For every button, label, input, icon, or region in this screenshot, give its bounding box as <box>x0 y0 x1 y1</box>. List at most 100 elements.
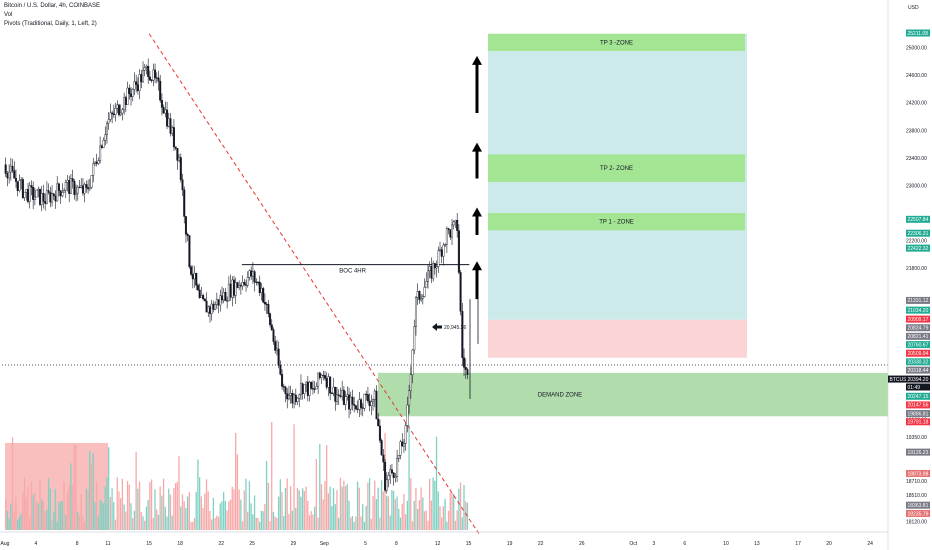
volume-bar <box>289 486 292 530</box>
volume-bar <box>267 482 269 530</box>
volume-bar <box>61 500 63 530</box>
up-arrow-head-icon <box>472 207 482 217</box>
volume-bar <box>137 488 139 530</box>
volume-bar <box>382 491 384 530</box>
price-label-box <box>906 366 930 374</box>
volume-bar <box>466 502 469 530</box>
candle-body <box>440 249 443 257</box>
price-label-box <box>906 306 930 314</box>
volume-bar <box>161 495 163 530</box>
volume-bar <box>85 488 87 530</box>
volume-bar <box>138 481 141 530</box>
volume-bar <box>386 495 388 530</box>
candle-body <box>289 393 292 396</box>
volume-bar <box>272 511 275 530</box>
candle-body <box>270 324 273 330</box>
volume-bar <box>192 521 194 530</box>
volume-bar <box>262 511 264 530</box>
candle-body <box>344 396 347 405</box>
candle-body <box>6 173 9 179</box>
candle-body <box>322 374 325 377</box>
volume-bar <box>209 510 211 530</box>
candle-body <box>121 109 124 114</box>
volume-bar <box>429 478 431 530</box>
time-tick-label: 25 <box>249 541 255 547</box>
volume-bar <box>307 500 309 530</box>
volume-bar <box>188 492 190 530</box>
pivots-indicator-label[interactable]: Pivots (Traditional, Daily, 1, Left, 2) <box>4 21 97 27</box>
volume-indicator-label[interactable]: Vol <box>4 12 13 18</box>
candle-body <box>311 388 314 390</box>
candle-body <box>224 291 227 302</box>
candle-body <box>363 393 366 409</box>
price-tick-label: 23400.00 <box>906 156 927 162</box>
candle-body <box>37 188 40 191</box>
candle-body <box>167 118 170 127</box>
volume-bar <box>90 463 93 530</box>
volume-bar <box>320 484 323 530</box>
candle-body <box>190 266 193 275</box>
volume-bar <box>135 452 137 530</box>
candle-body <box>63 190 66 193</box>
volume-bar <box>432 477 434 530</box>
candle-body <box>166 109 169 127</box>
volume-bar <box>391 490 393 530</box>
volume-bar <box>49 488 51 530</box>
price-label-box <box>906 358 930 366</box>
demand-zone <box>378 372 888 417</box>
volume-bar <box>375 499 378 530</box>
volume-bar <box>387 496 390 530</box>
candle-body <box>157 77 160 82</box>
volume-bar <box>132 518 134 530</box>
candle-body <box>78 186 81 189</box>
price-tick-label: 19350.00 <box>906 435 927 441</box>
candle-body <box>214 304 217 310</box>
volume-bar <box>446 521 448 530</box>
candle-body <box>164 109 167 114</box>
volume-bar <box>413 500 415 530</box>
candle-body <box>349 396 352 410</box>
volume-bar <box>89 450 91 530</box>
candle-body <box>262 288 265 303</box>
candle-body <box>124 97 127 105</box>
volume-bar <box>37 503 39 530</box>
candle-body <box>435 266 438 269</box>
candle-body <box>81 185 84 194</box>
candle-body <box>452 221 455 226</box>
volume-bar <box>365 505 367 530</box>
volume-bar <box>427 520 429 530</box>
time-tick-label: 15 <box>146 541 152 547</box>
candle-body <box>133 81 136 90</box>
volume-bar <box>334 504 336 530</box>
volume-bar <box>241 521 244 530</box>
volume-bar <box>403 493 405 530</box>
volume-bar <box>125 511 127 530</box>
candle-body <box>425 281 428 288</box>
candle-body <box>365 393 368 396</box>
volume-bar <box>226 510 228 530</box>
candle-body <box>102 140 105 148</box>
volume-bar <box>310 511 312 530</box>
volume-bar <box>243 490 245 530</box>
volume-bar <box>73 444 75 530</box>
candle-body <box>463 357 466 368</box>
price-label-box <box>906 349 930 357</box>
downtrend-line[interactable] <box>148 33 480 534</box>
candle-body <box>231 279 234 298</box>
candle-body <box>184 216 187 235</box>
volume-bar <box>5 499 7 530</box>
volume-bar <box>83 521 86 530</box>
candle-body <box>299 383 302 395</box>
volume-bar <box>71 484 74 530</box>
candle-body <box>160 100 163 108</box>
tp-zone-label: TP 3 -ZONE <box>600 40 633 46</box>
candle-body <box>222 291 225 301</box>
candle-body <box>241 282 244 287</box>
candle-body <box>423 287 426 297</box>
candle-body <box>143 67 146 71</box>
price-label: 20760.67 <box>908 342 929 348</box>
candle-body <box>95 161 98 164</box>
volume-bar <box>459 482 462 530</box>
candle-body <box>179 157 182 180</box>
